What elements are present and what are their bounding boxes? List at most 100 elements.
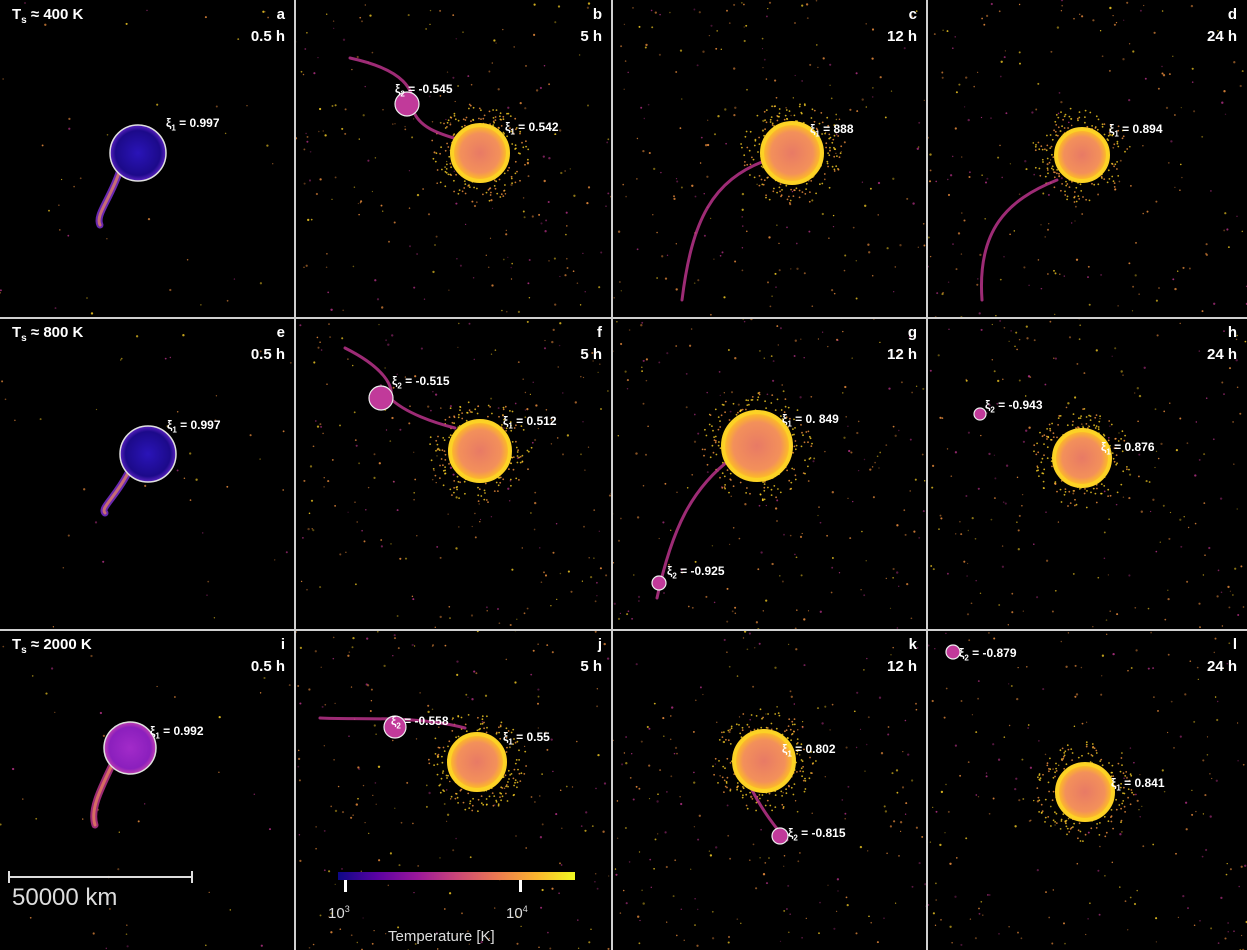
xi1-label: ξ1 = 0.997 <box>167 418 221 435</box>
panel-time: 0.5 h <box>250 658 285 675</box>
panel-time: 5 h <box>580 28 602 45</box>
panel-g: g 12 h ξ1 = 0. 849 ξ2 = -0.925 <box>612 318 927 630</box>
panel-l: l 24 h ξ1 = 0.841 ξ2 = -0.879 <box>927 630 1247 950</box>
colorbar-tick-high <box>519 880 522 892</box>
xi1-label: ξ1 = 0.894 <box>1109 122 1163 139</box>
planet-body <box>120 426 176 482</box>
xi2-label: ξ2 = -0.515 <box>392 374 450 391</box>
xi1-label: ξ1 = 0.997 <box>166 116 220 133</box>
planet-body <box>1056 129 1108 181</box>
colorbar-label: Temperature [K] <box>388 928 495 945</box>
panel-letter: c <box>908 6 917 23</box>
second-body <box>368 385 394 411</box>
xi1-label: ξ1 = 0.841 <box>1111 776 1165 793</box>
panel-time: 24 h <box>1206 346 1237 363</box>
surface-temperature-label: Ts ≈ 400 K <box>12 6 84 26</box>
simulation-render <box>295 630 610 950</box>
scale-bar <box>8 871 193 883</box>
roche-circle <box>103 721 157 775</box>
panel-k: k 12 h ξ1 = 0.802 ξ2 = -0.815 <box>612 630 927 950</box>
panel-letter: l <box>1232 636 1237 653</box>
roche-circle <box>119 425 177 483</box>
planet-body <box>104 722 156 774</box>
tidal-stream <box>655 456 734 600</box>
panel-letter: b <box>592 6 602 23</box>
simulation-render <box>299 320 612 630</box>
tidal-stream <box>680 158 769 302</box>
xi2-label: ξ2 = -0.815 <box>788 826 846 843</box>
xi1-label: ξ1 = 0.876 <box>1101 440 1155 457</box>
tidal-stream <box>97 168 122 227</box>
panel-letter: h <box>1227 324 1237 341</box>
panel-letter: j <box>597 636 602 653</box>
panel-letter: a <box>276 6 285 23</box>
xi2-label: ξ2 = -0.879 <box>959 646 1017 663</box>
colorbar-tick-high-label: 104 <box>506 904 528 922</box>
xi2-label: ξ2 = -0.545 <box>395 82 453 99</box>
xi2-label: ξ2 = -0.558 <box>391 714 449 731</box>
planet-body <box>734 731 794 791</box>
roche-circle <box>109 124 167 182</box>
simulation-render <box>612 318 926 630</box>
colorbar-tick-low <box>344 880 347 892</box>
second-body <box>973 407 987 421</box>
panel-j: j 5 h ξ1 = 0.55 ξ2 = -0.558 <box>295 630 612 950</box>
panel-letter: g <box>907 324 917 341</box>
colorbar <box>338 872 575 880</box>
colorbar-tick-low-label: 103 <box>328 904 350 922</box>
panel-e: e 0.5 h Ts ≈ 800 K ξ1 = 0.997 <box>0 318 295 630</box>
simulation-render <box>929 318 1247 628</box>
panel-divider-vertical <box>611 0 613 950</box>
simulation-render <box>1 334 292 628</box>
xi1-label: ξ1 = 888 <box>810 122 854 139</box>
simulation-render <box>927 631 1247 950</box>
second-body <box>771 827 789 845</box>
planet-body <box>1054 430 1110 486</box>
panel-divider-vertical <box>294 0 296 950</box>
panel-divider-horizontal <box>0 317 1247 319</box>
simulation-render <box>612 0 927 316</box>
panel-h: h 24 h ξ1 = 0.876 ξ2 = -0.943 <box>927 318 1247 630</box>
xi2-label: ξ2 = -0.943 <box>985 398 1043 415</box>
panel-d: d 24 h ξ1 = 0.894 <box>927 0 1247 318</box>
panel-i: i 0.5 h Ts ≈ 2000 K ξ1 = 0.992 <box>0 630 295 950</box>
planet-body <box>449 734 505 790</box>
surface-temperature-label: Ts ≈ 2000 K <box>12 636 92 656</box>
panel-letter: f <box>597 324 602 341</box>
panel-time: 24 h <box>1206 28 1237 45</box>
planet-body <box>450 421 510 481</box>
xi1-label: ξ1 = 0.542 <box>505 120 559 137</box>
simulation-render <box>612 630 927 947</box>
panel-a: a 0.5 h Ts ≈ 400 K ξ1 = 0.997 <box>0 0 295 318</box>
xi1-label: ξ1 = 0.55 <box>503 730 550 747</box>
second-body <box>383 715 407 739</box>
panel-letter: e <box>276 324 285 341</box>
panel-time: 5 h <box>580 658 602 675</box>
tidal-stream <box>102 471 130 515</box>
panel-c: c 12 h ξ1 = 888 <box>612 0 927 318</box>
panel-time: 12 h <box>886 28 917 45</box>
scale-bar-label: 50000 km <box>12 884 118 911</box>
panel-divider-vertical <box>926 0 928 950</box>
panel-f: f 5 h ξ1 = 0.512 ξ2 = -0.515 <box>295 318 612 630</box>
panel-divider-horizontal <box>0 629 1247 631</box>
second-body <box>394 91 420 117</box>
panel-time: 24 h <box>1206 658 1237 675</box>
panel-letter: d <box>1227 6 1237 23</box>
planet-body <box>110 125 166 181</box>
planet-body <box>452 125 508 181</box>
panel-time: 0.5 h <box>250 346 285 363</box>
panel-b: b 5 h ξ1 = 0.542 ξ2 = -0.545 <box>295 0 612 318</box>
tidal-stream <box>92 763 114 827</box>
second-body <box>651 575 667 591</box>
simulation-render <box>927 0 1247 318</box>
surface-temperature-label: Ts ≈ 800 K <box>12 324 84 344</box>
panel-time: 12 h <box>886 658 917 675</box>
panel-time: 5 h <box>580 346 602 363</box>
xi1-label: ξ1 = 0.992 <box>150 724 204 741</box>
simulation-render <box>0 2 274 315</box>
simulation-render <box>295 2 612 314</box>
planet-body <box>1057 764 1113 820</box>
panel-time: 12 h <box>886 346 917 363</box>
